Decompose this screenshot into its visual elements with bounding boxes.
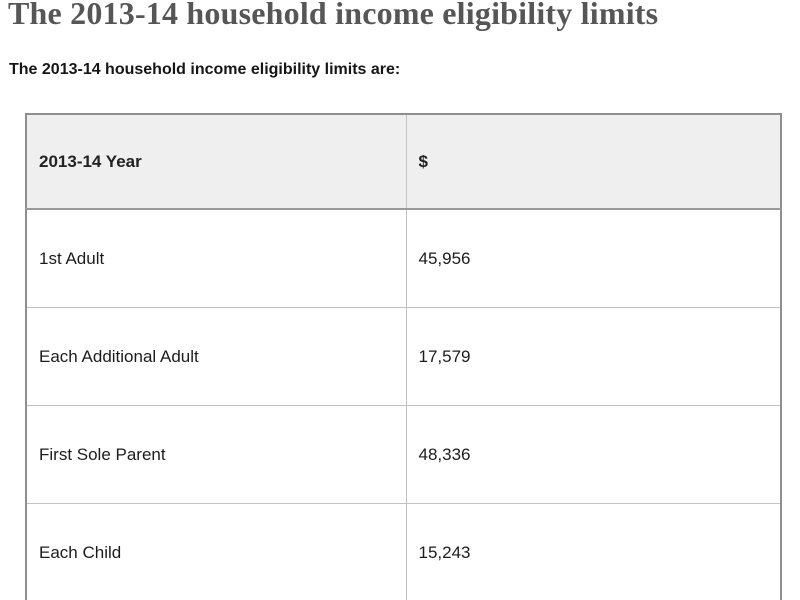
row-label-cell: Each Additional Adult [25, 307, 407, 406]
row-amount-cell: 17,579 [405, 307, 782, 406]
table-header-amount: $ [405, 113, 782, 210]
intro-text: The 2013-14 household income eligibility… [9, 61, 401, 78]
table-header-year: 2013-14 Year [25, 113, 407, 210]
table-row: Each Child 15,243 [25, 503, 782, 600]
row-label-cell: Each Child [25, 503, 407, 600]
table-row: Each Additional Adult 17,579 [25, 307, 782, 406]
table-body: 1st Adult 45,956 Each Additional Adult 1… [25, 208, 782, 600]
row-amount-cell: 48,336 [405, 405, 782, 504]
table-header: 2013-14 Year $ [25, 113, 782, 210]
row-amount-cell: 45,956 [405, 208, 782, 308]
income-eligibility-table: 2013-14 Year $ 1st Adult 45,956 Each Add… [25, 113, 782, 600]
table-row: 1st Adult 45,956 [25, 208, 782, 308]
row-amount-cell: 15,243 [405, 503, 782, 600]
row-label-cell: First Sole Parent [25, 405, 407, 504]
table-header-row: 2013-14 Year $ [25, 113, 782, 210]
table-row: First Sole Parent 48,336 [25, 405, 782, 504]
row-label-cell: 1st Adult [25, 208, 407, 308]
page-title: The 2013-14 household income eligibility… [8, 0, 659, 31]
